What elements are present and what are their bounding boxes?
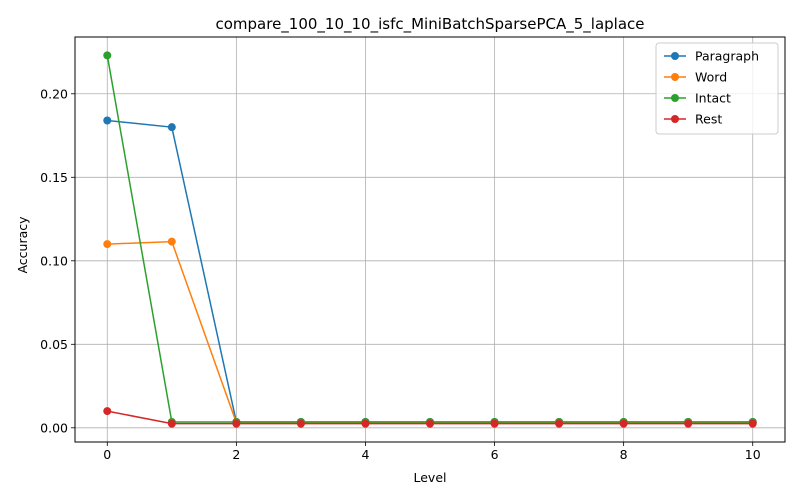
data-point-word [167, 237, 176, 246]
y-tick-label: 0.15 [40, 170, 68, 185]
data-point-rest [490, 419, 499, 428]
y-axis-label: Accuracy [15, 216, 30, 274]
data-point-rest [619, 419, 628, 428]
data-point-paragraph [167, 123, 176, 132]
data-point-rest [555, 419, 564, 428]
x-tick-label: 10 [745, 447, 761, 462]
series-line-word [107, 240, 753, 424]
legend-label-intact: Intact [695, 91, 731, 106]
data-point-rest [103, 407, 112, 416]
series-line-paragraph [107, 119, 753, 423]
legend-item-paragraph: Paragraph [664, 49, 759, 64]
legend-item-word: Word [664, 70, 727, 85]
legend-marker-paragraph [671, 52, 679, 60]
data-point-intact [103, 51, 112, 60]
y-tick-label: 0.10 [40, 253, 68, 268]
data-point-rest [426, 419, 434, 428]
legend-item-intact: Intact [664, 91, 731, 106]
legend-marker-rest [671, 115, 679, 123]
x-tick-label: 8 [620, 447, 628, 462]
y-tick-label: 0.05 [40, 337, 68, 352]
series-rest [103, 407, 757, 428]
chart-title: compare_100_10_10_isfc_MiniBatchSparsePC… [215, 15, 644, 34]
legend-marker-intact [671, 94, 679, 102]
legend-label-rest: Rest [695, 112, 722, 127]
legend-label-paragraph: Paragraph [695, 49, 759, 64]
legend: Paragraph Word Intact Rest [655, 42, 779, 135]
series-paragraph [103, 116, 757, 426]
legend-box [655, 42, 779, 135]
data-point-paragraph [103, 116, 112, 125]
x-tick-label: 2 [232, 447, 240, 462]
y-tick-label: 0.20 [40, 86, 68, 101]
y-tick-label: 0.00 [40, 420, 68, 435]
data-point-rest [232, 419, 241, 428]
data-point-rest [361, 419, 370, 428]
x-tick-label: 6 [491, 447, 499, 462]
legend-label-word: Word [695, 70, 727, 85]
series-layer [103, 51, 757, 428]
data-point-rest [296, 419, 305, 428]
series-word [103, 237, 757, 427]
x-axis: 0 2 4 6 8 10 [103, 442, 761, 462]
legend-item-rest: Rest [664, 112, 722, 127]
data-point-word [103, 240, 112, 249]
data-point-rest [748, 419, 757, 428]
x-tick-label: 4 [361, 447, 369, 462]
data-point-rest [684, 419, 693, 428]
x-axis-label: Level [414, 470, 447, 485]
x-tick-label: 0 [103, 447, 111, 462]
y-axis: 0.00 0.05 0.10 0.15 0.20 [40, 86, 75, 435]
data-point-rest [167, 419, 176, 428]
legend-marker-word [671, 73, 679, 81]
plot-frame [74, 36, 786, 443]
